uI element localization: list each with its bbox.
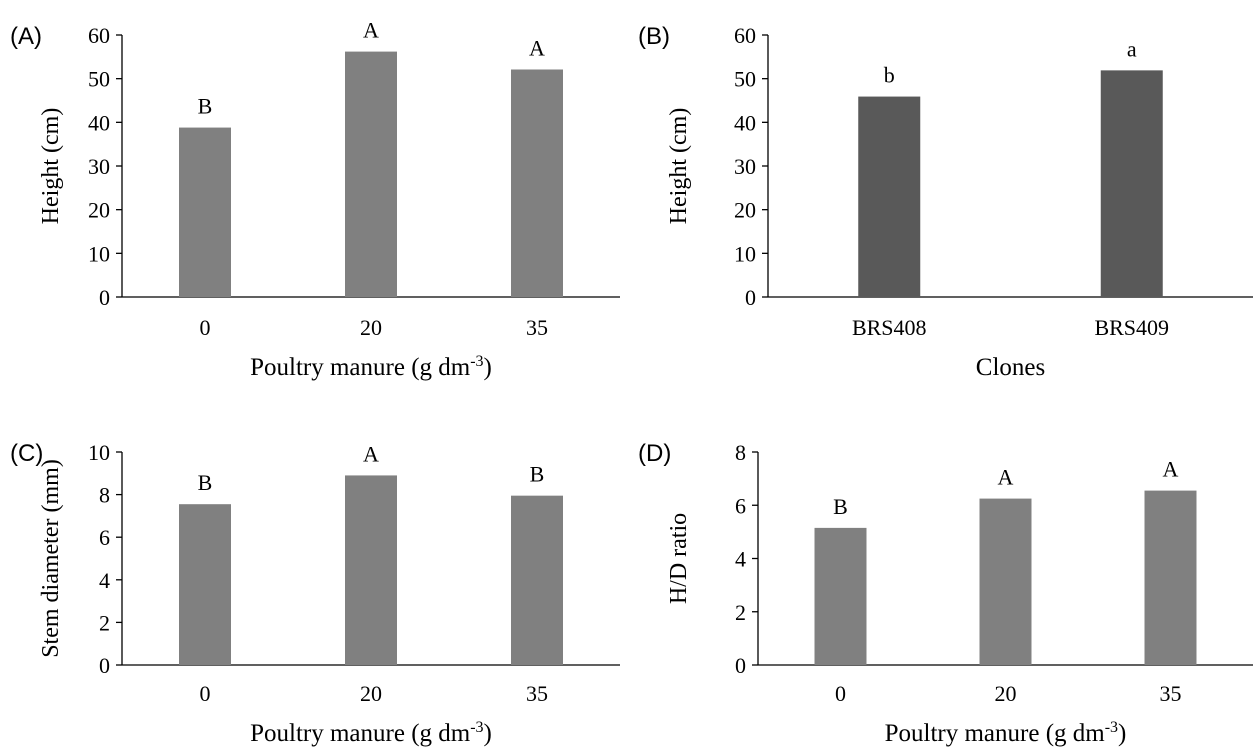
chart-panel-4: (D) 0 2 4 6 8 B 0 A 20 A 35 Poultry manure (g dm-3) H… [638, 440, 1253, 747]
significance-letter: A [1163, 457, 1179, 482]
significance-letter: a [1127, 36, 1137, 61]
x-tick-label: 0 [200, 315, 211, 340]
y-tick-label: 60 [88, 23, 110, 48]
y-axis-title: Height (cm) [666, 108, 692, 225]
significance-letter: B [833, 494, 848, 519]
y-tick-label: 20 [88, 198, 110, 223]
y-tick-label: 8 [735, 440, 746, 465]
y-tick-label: 30 [734, 154, 756, 179]
panel-letter: (C) [10, 440, 43, 467]
x-tick-label: BRS408 [852, 315, 927, 340]
y-tick-label: 10 [88, 241, 110, 266]
y-tick-label: 0 [99, 653, 110, 678]
x-axis-title: Poultry manure (g dm-3) [250, 353, 492, 381]
x-tick-label: 35 [526, 681, 548, 706]
significance-letter: B [198, 94, 213, 119]
x-tick-label: BRS409 [1094, 315, 1169, 340]
x-axis-title: Clones [976, 354, 1045, 381]
y-axis-title: Stem diameter (mm) [38, 459, 64, 658]
chart-panel-1: (A) 0 10 20 30 40 50 60 B 0 A 20 A 35 Poultry manure (… [10, 18, 620, 381]
y-tick-label: 2 [99, 610, 110, 635]
bar [179, 504, 231, 665]
bar [511, 69, 563, 297]
panel-letter: (D) [638, 440, 671, 467]
significance-letter: A [363, 441, 379, 466]
y-tick-label: 8 [99, 483, 110, 508]
y-tick-label: 4 [99, 568, 110, 593]
bar [979, 498, 1032, 665]
x-tick-label: 20 [995, 681, 1017, 706]
x-tick-label: 35 [526, 315, 548, 340]
significance-letter: A [998, 465, 1014, 490]
y-tick-label: 0 [735, 653, 746, 678]
x-tick-label: 20 [360, 681, 382, 706]
y-tick-label: 40 [734, 110, 756, 135]
y-tick-label: 30 [88, 154, 110, 179]
bar [511, 495, 563, 665]
y-tick-label: 20 [734, 198, 756, 223]
y-tick-label: 4 [735, 547, 746, 572]
x-tick-label: 0 [835, 681, 846, 706]
y-tick-label: 2 [735, 600, 746, 625]
x-axis-title: Poultry manure (g dm-3) [250, 719, 492, 747]
y-axis-title: H/D ratio [666, 513, 692, 604]
bar [1100, 70, 1163, 298]
y-tick-label: 60 [734, 23, 756, 48]
bar [345, 51, 397, 297]
y-tick-label: 50 [734, 67, 756, 92]
bar [179, 127, 231, 297]
significance-letter: b [884, 63, 895, 88]
x-tick-label: 35 [1160, 681, 1182, 706]
panel-letter: (A) [10, 23, 42, 50]
y-tick-label: 0 [745, 285, 756, 310]
panel-letter: (B) [638, 23, 670, 50]
bar [814, 527, 867, 665]
y-tick-label: 50 [88, 67, 110, 92]
chart-panel-2: (B) 0 10 20 30 40 50 60 b BRS408 a BRS409 Clones Heig… [638, 23, 1253, 381]
significance-letter: B [530, 462, 545, 487]
y-tick-label: 10 [734, 241, 756, 266]
x-tick-label: 0 [200, 681, 211, 706]
y-tick-label: 0 [99, 285, 110, 310]
y-tick-label: 40 [88, 110, 110, 135]
y-tick-label: 10 [88, 440, 110, 465]
y-axis-title: Height (cm) [38, 108, 64, 225]
bar [1144, 490, 1197, 665]
x-axis-title: Poultry manure (g dm-3) [885, 719, 1127, 747]
significance-letter: A [529, 35, 545, 60]
significance-letter: B [198, 470, 213, 495]
bar [345, 475, 397, 665]
chart-panel-3: (C) 0 2 4 6 8 10 B 0 A 20 B 35 Poultry manure (g dm-3… [10, 440, 620, 747]
y-tick-label: 6 [99, 525, 110, 550]
y-tick-label: 6 [735, 493, 746, 518]
significance-letter: A [363, 18, 379, 43]
bar [858, 96, 921, 297]
x-tick-label: 20 [360, 315, 382, 340]
